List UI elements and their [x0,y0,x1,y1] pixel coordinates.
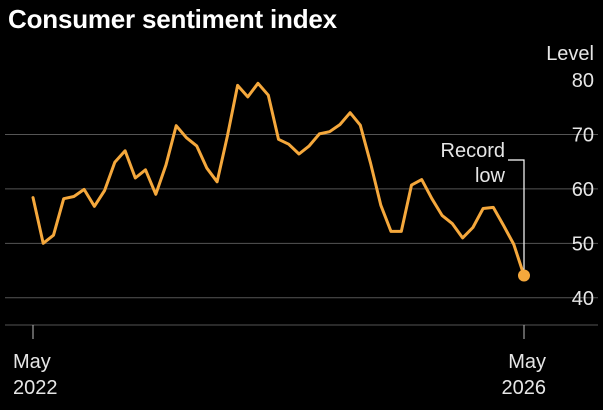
series-line [31,81,526,277]
record-low-marker [518,269,530,282]
x-tick-label-year: 2026 [502,377,547,399]
y-tick-label: 60 [572,179,594,201]
y-tick-label: 40 [572,288,594,310]
y-axis-tick-labels: 40 50 60 70 80 [572,70,594,310]
y-tick-label: 80 [572,70,594,92]
y-tick-label: 70 [572,124,594,146]
annotation-leader-line [508,159,525,270]
x-axis: May 2022 May 2026 [13,325,546,399]
annotation-text-line2: low [475,165,506,187]
x-tick-label-month: May [13,351,51,373]
x-tick-label-month: May [508,351,546,373]
record-low-annotation: Record low [441,140,530,282]
chart-title: Consumer sentiment index [8,4,337,34]
y-tick-label: 50 [572,233,594,255]
annotation-text-line1: Record [441,140,505,162]
x-tick-label-year: 2022 [13,377,58,399]
gridlines [5,133,598,326]
y-axis-label: Level [546,43,594,65]
